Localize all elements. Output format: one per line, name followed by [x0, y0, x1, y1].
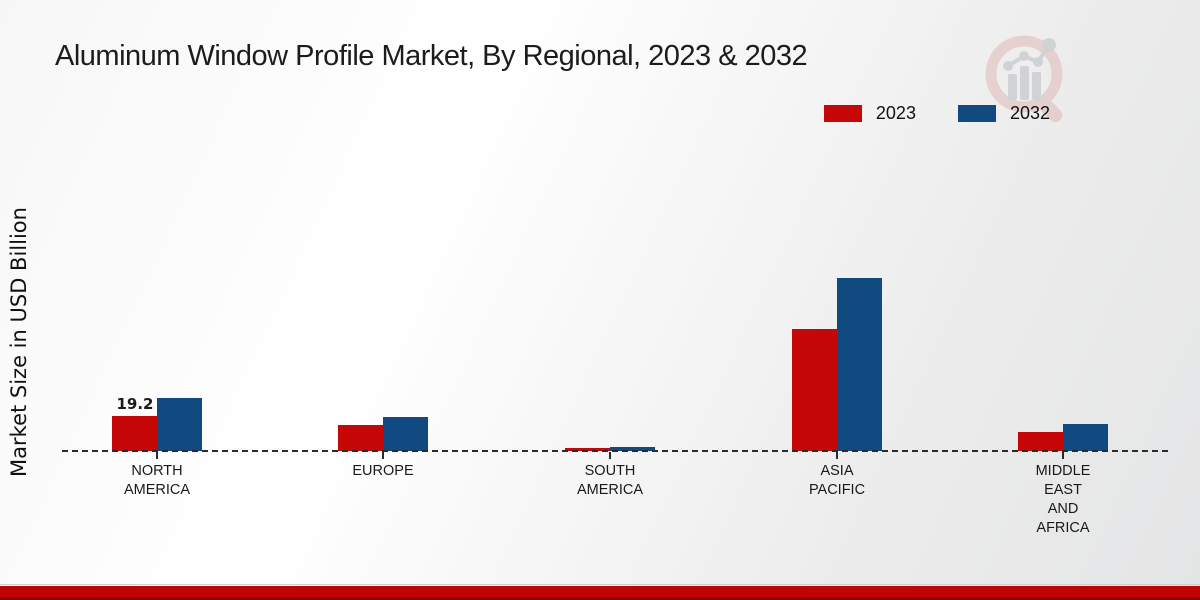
- legend-item-2023: 2023: [823, 103, 916, 124]
- bar-2032-north-america: [157, 398, 202, 451]
- bar-2023-asia-pacific: [792, 329, 837, 451]
- footer-stripe: [0, 586, 1200, 600]
- legend-swatch-2023: [823, 105, 862, 122]
- category-label-asia-pacific: ASIA PACIFIC: [808, 463, 866, 499]
- legend-item-2032: 2032: [957, 103, 1050, 124]
- footer-divider: [0, 584, 1200, 585]
- market-research-future-logo: [982, 32, 1074, 129]
- legend: 2023 2032: [823, 103, 1050, 124]
- chart-title: Aluminum Window Profile Market, By Regio…: [55, 40, 808, 72]
- category-label-north-america: NORTH AMERICA: [123, 463, 191, 499]
- footer-stripe-edge: [0, 597, 1200, 600]
- bar-2032-middle-east-and-africa: [1063, 424, 1108, 451]
- magnifier-chart-logo-icon: [985, 35, 1063, 123]
- bar-2032-south-america: [610, 447, 655, 451]
- bar-2023-europe: [338, 425, 383, 451]
- x-axis-tick: [1062, 452, 1064, 459]
- x-axis-tick: [382, 452, 384, 459]
- bar-2023-north-america: [112, 416, 157, 451]
- x-axis-baseline: [62, 450, 1168, 452]
- category-label-europe: EUROPE: [352, 463, 414, 479]
- legend-swatch-2032: [957, 105, 996, 122]
- legend-label-2032: 2032: [1009, 103, 1050, 123]
- x-axis-tick: [836, 452, 838, 459]
- bar-2023-south-america: [565, 448, 610, 451]
- bar-2032-europe: [383, 417, 428, 451]
- x-axis-tick: [156, 452, 158, 459]
- x-axis-tick: [609, 452, 611, 459]
- category-label-south-america: SOUTH AMERICA: [576, 463, 644, 499]
- data-label-north-america-2023: 19.2: [116, 394, 154, 413]
- category-label-middle-east-and-africa: MIDDLE EAST AND AFRICA: [1035, 463, 1091, 537]
- legend-label-2023: 2023: [875, 103, 916, 123]
- bar-2032-asia-pacific: [837, 278, 882, 451]
- bar-2023-middle-east-and-africa: [1018, 432, 1063, 451]
